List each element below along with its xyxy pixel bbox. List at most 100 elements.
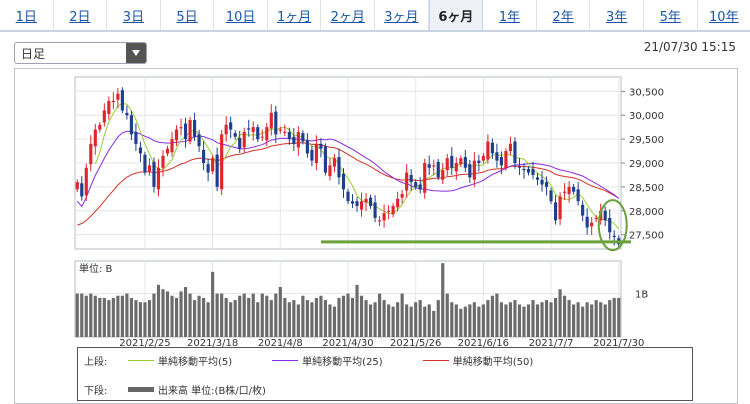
chart-panel: 27,500 28,000 28,500 29,000 29,500 30,000 30,5… <box>14 68 738 404</box>
candle-body <box>423 163 427 193</box>
legend-swatch <box>128 387 154 392</box>
candle-body <box>450 155 454 168</box>
chevron-down-icon[interactable] <box>126 43 146 63</box>
volume-bar <box>161 289 165 337</box>
volume-bar <box>197 295 201 337</box>
legend-upper-label: 上段: <box>84 357 108 368</box>
volume-tick-label: 1B <box>635 290 648 301</box>
volume-bar <box>202 297 206 337</box>
candle-body <box>558 196 562 220</box>
candle-body <box>477 160 481 163</box>
candle-body <box>296 131 300 148</box>
candle-body <box>581 204 585 216</box>
volume-bar <box>251 293 255 337</box>
tab-7[interactable]: 3ヶ月 <box>375 0 429 30</box>
volume-bar <box>576 302 580 337</box>
volume-bar <box>468 304 472 337</box>
volume-bar <box>147 300 152 337</box>
tab-5[interactable]: 1ヶ月 <box>268 0 322 30</box>
candle-body <box>323 146 328 173</box>
candle-body <box>84 167 88 196</box>
tab-0[interactable]: 1日 <box>0 0 54 30</box>
candle-body <box>576 189 580 202</box>
tab-4[interactable]: 10日 <box>214 0 268 30</box>
candle-body <box>265 127 269 141</box>
candle-body <box>98 124 102 130</box>
volume-bar <box>283 297 287 337</box>
candle-body <box>405 172 409 191</box>
tab-1[interactable]: 2日 <box>54 0 108 30</box>
candle-body <box>278 129 282 131</box>
volume-bar <box>499 302 504 337</box>
candle-body <box>314 143 318 163</box>
period-select[interactable]: 日足 <box>14 42 147 64</box>
tab-10[interactable]: 2年 <box>537 0 591 30</box>
volume-bar <box>102 297 106 337</box>
volume-bar <box>535 304 540 337</box>
candle-body <box>378 220 382 222</box>
candle-body <box>80 183 84 197</box>
volume-bar <box>441 263 445 337</box>
candle-body <box>116 93 120 100</box>
volume-bar <box>301 295 305 337</box>
volume-bar <box>378 293 382 337</box>
price-tick-label: 29,000 <box>629 159 664 170</box>
tab-3[interactable]: 5日 <box>161 0 215 30</box>
candle-body <box>418 184 422 190</box>
price-tick-label: 27,500 <box>629 231 664 242</box>
candle-body <box>183 123 188 140</box>
volume-bar <box>445 293 449 337</box>
volume-bar <box>341 295 346 337</box>
candle-body <box>481 155 485 161</box>
tab-11[interactable]: 3年 <box>590 0 644 30</box>
volume-bar <box>418 300 422 337</box>
volume-bar <box>513 300 517 337</box>
candle-body <box>283 131 287 133</box>
volume-bar <box>572 304 576 337</box>
tab-6[interactable]: 2ヶ月 <box>321 0 376 30</box>
candle-body <box>202 149 206 163</box>
candle-body <box>301 133 305 142</box>
volume-bar <box>93 295 97 337</box>
candle-body <box>346 191 350 202</box>
candle-body <box>220 134 224 190</box>
tab-8[interactable]: 6ヶ月 <box>428 0 484 30</box>
candle-body <box>572 186 576 192</box>
volume-bar <box>504 304 508 337</box>
candle-body <box>441 170 445 180</box>
price-tick-label: 30,500 <box>629 87 664 98</box>
volume-bar <box>549 302 553 337</box>
volume-bar <box>143 302 147 337</box>
volume-bar <box>120 295 124 337</box>
candle-body <box>206 164 210 173</box>
volume-bar <box>540 302 544 337</box>
candle-body <box>233 133 237 137</box>
tab-13[interactable]: 10年 <box>709 9 739 25</box>
tab-9[interactable]: 1年 <box>483 0 537 30</box>
candle-body <box>143 154 147 173</box>
volume-bar <box>432 310 436 337</box>
volume-bar <box>508 302 513 337</box>
candle-body <box>608 217 612 233</box>
volume-bar <box>373 302 377 337</box>
candle-body <box>310 149 314 161</box>
volume-bar <box>116 295 120 337</box>
volume-bar <box>319 295 323 337</box>
candle-body <box>427 164 431 168</box>
candle-body <box>120 90 124 111</box>
candle-body <box>495 152 499 161</box>
period-select-value: 日足 <box>21 46 46 61</box>
tab-12[interactable]: 5年 <box>644 0 698 30</box>
volume-bar <box>229 302 233 337</box>
volume-bar <box>260 293 264 337</box>
candle-body <box>211 158 215 172</box>
volume-bar <box>174 297 179 337</box>
volume-bar <box>328 304 332 337</box>
volume-bar <box>427 304 431 337</box>
tab-2[interactable]: 3日 <box>107 0 161 30</box>
candle-body <box>251 127 255 132</box>
volume-bar <box>544 300 549 337</box>
volume-bar <box>305 300 309 337</box>
date-tick-label: 2021/5/26 <box>390 338 441 349</box>
volume-bar <box>215 293 219 337</box>
